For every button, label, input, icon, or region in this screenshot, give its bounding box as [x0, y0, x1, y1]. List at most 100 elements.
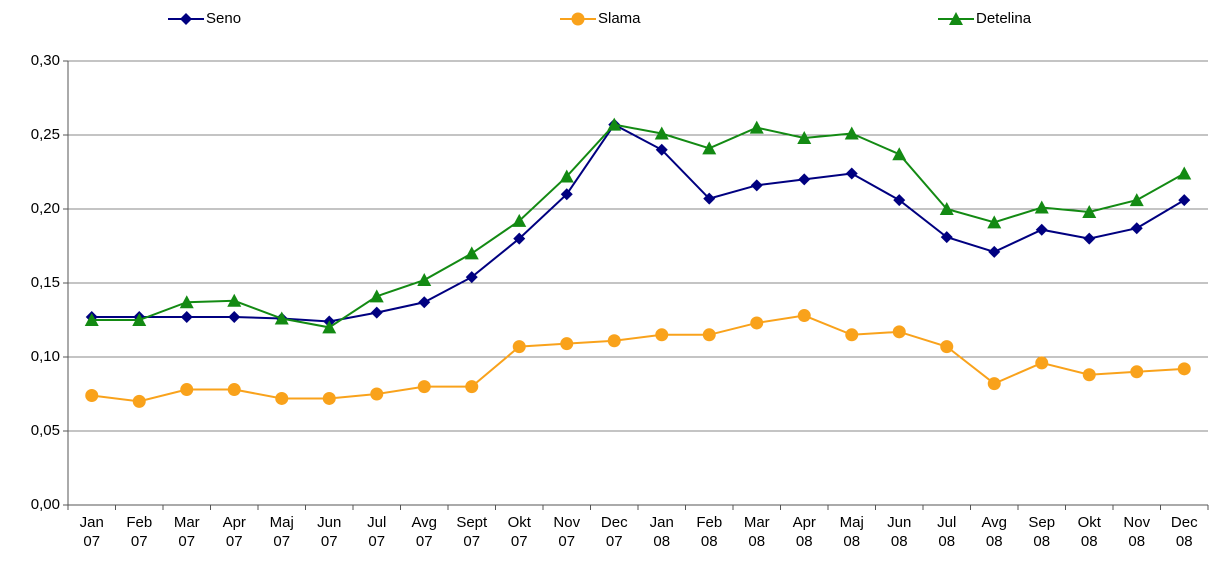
triangle-marker: [322, 320, 337, 334]
circle-marker: [797, 309, 811, 323]
diamond-marker: [560, 188, 573, 201]
circle-marker: [132, 394, 146, 408]
triangle-marker: [227, 293, 242, 307]
x-tick-label: Apr 08: [793, 514, 816, 550]
y-tick-label: 0,05: [31, 422, 60, 439]
x-tick-label: Nov 08: [1123, 514, 1150, 550]
circle-marker: [465, 380, 479, 394]
x-tick-label: Sept 07: [456, 514, 488, 550]
y-tick-label: 0,15: [31, 274, 60, 291]
x-tick-label: Jan 07: [80, 514, 104, 550]
x-tick-label: Maj 07: [270, 514, 294, 550]
x-tick-label: Dec 08: [1171, 514, 1198, 550]
circle-marker: [1035, 356, 1049, 370]
triangle-marker: [274, 311, 289, 325]
legend-marker: [571, 12, 585, 26]
triangle-marker: [702, 141, 717, 155]
x-tick-label: Nov 07: [553, 514, 580, 550]
diamond-marker: [370, 306, 383, 319]
triangle-marker: [1034, 200, 1049, 214]
series-line: [91, 314, 1185, 403]
diamond-marker: [418, 296, 431, 309]
x-tick-label: Jul 07: [367, 514, 386, 550]
y-tick-label: 0,10: [31, 348, 60, 365]
x-tick-label: Apr 07: [223, 514, 246, 550]
y-tick-label: 0,30: [31, 52, 60, 69]
circle-marker: [322, 391, 336, 405]
circle-marker: [1082, 368, 1096, 382]
circle-marker: [275, 391, 289, 405]
circle-marker: [85, 388, 99, 402]
x-tick-label: Jun 07: [317, 514, 341, 550]
triangle-marker: [939, 202, 954, 215]
triangle-marker: [892, 147, 907, 161]
y-tick-label: 0,25: [31, 126, 60, 143]
circle-marker: [512, 340, 526, 354]
triangle-marker: [417, 273, 432, 287]
circle-marker: [417, 380, 431, 394]
circle-marker: [607, 334, 621, 348]
diamond-marker: [750, 179, 763, 192]
triangle-marker: [1129, 193, 1144, 207]
x-tick-label: Feb 08: [696, 514, 722, 550]
x-tick-label: Jun 08: [887, 514, 911, 550]
triangle-marker: [1177, 166, 1192, 180]
diamond-marker: [655, 143, 668, 156]
diamond-marker: [798, 173, 811, 186]
x-tick-label: Mar 07: [174, 514, 200, 550]
circle-marker: [1130, 365, 1144, 379]
circle-marker: [655, 328, 669, 342]
circle-marker: [845, 328, 859, 342]
x-tick-label: Dec 07: [601, 514, 628, 550]
diamond-marker: [1178, 194, 1191, 207]
diamond-marker: [1130, 222, 1143, 235]
x-tick-label: Avg 07: [411, 514, 437, 550]
triangle-marker: [749, 120, 764, 134]
legend-marker: [949, 12, 963, 25]
triangle-marker: [1082, 204, 1097, 218]
diamond-marker: [180, 311, 193, 324]
x-tick-label: Okt 08: [1078, 514, 1102, 550]
circle-marker: [940, 340, 954, 354]
x-tick-label: Okt 07: [508, 514, 532, 550]
triangle-marker: [369, 289, 384, 303]
circle-marker: [892, 325, 906, 339]
x-tick-label: Mar 08: [744, 514, 770, 550]
diamond-marker: [1083, 232, 1096, 245]
triangle-marker: [797, 130, 812, 144]
diamond-marker: [465, 271, 478, 284]
diamond-marker: [845, 167, 858, 180]
circle-marker: [370, 387, 384, 401]
y-tick-label: 0,00: [31, 496, 60, 513]
circle-marker: [1177, 362, 1191, 376]
circle-marker: [750, 316, 764, 330]
circle-marker: [987, 377, 1001, 391]
triangle-marker: [607, 117, 622, 131]
legend-label: Seno: [206, 10, 241, 27]
triangle-marker: [512, 213, 527, 227]
circle-marker: [560, 337, 574, 351]
x-tick-label: Jul 08: [937, 514, 956, 550]
series-line: [91, 123, 1185, 329]
series-line: [91, 123, 1185, 323]
triangle-marker: [559, 169, 574, 183]
legend-marker: [180, 13, 192, 25]
triangle-marker: [987, 215, 1002, 229]
diamond-marker: [228, 311, 241, 324]
x-tick-label: Jan 08: [650, 514, 674, 550]
legend-label: Slama: [598, 10, 641, 27]
triangle-marker: [84, 313, 99, 326]
circle-marker: [702, 328, 716, 342]
diamond-marker: [893, 194, 906, 207]
y-tick-label: 0,20: [31, 200, 60, 217]
diamond-marker: [1035, 223, 1048, 236]
x-tick-label: Sep 08: [1028, 514, 1055, 550]
legend-label: Detelina: [976, 10, 1032, 27]
x-tick-label: Avg 08: [981, 514, 1007, 550]
diamond-marker: [988, 245, 1001, 258]
x-tick-label: Maj 08: [840, 514, 864, 550]
triangle-marker: [844, 126, 859, 140]
triangle-marker: [464, 246, 479, 260]
diamond-marker: [513, 232, 526, 245]
